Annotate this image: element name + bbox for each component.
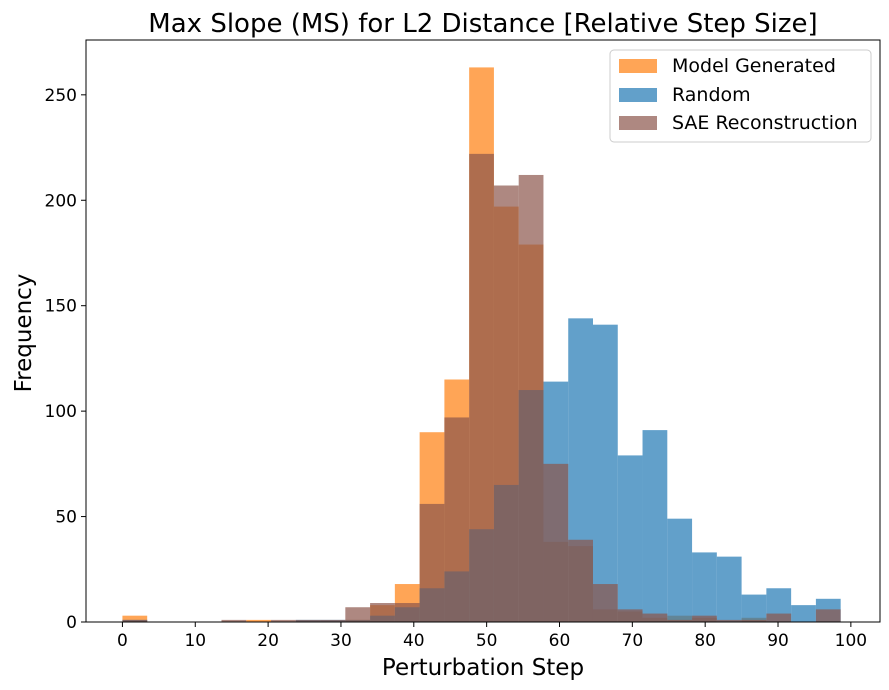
bar-random-27	[791, 605, 816, 622]
legend-frame	[609, 49, 872, 143]
bar-sae-reconstruction-22	[667, 619, 693, 622]
y-tick-label: 100	[45, 402, 77, 422]
bar-random-20	[617, 455, 643, 622]
bar-random-21	[642, 430, 668, 622]
bar-sae-reconstruction-16	[518, 174, 544, 622]
x-tick-label: 80	[694, 631, 716, 651]
bar-sae-reconstruction-28	[815, 609, 841, 622]
bar-sae-reconstruction-21	[642, 613, 668, 622]
bar-random-24	[716, 556, 742, 622]
legend-label-sae-reconstruction: SAE Reconstruction	[672, 112, 858, 134]
bar-sae-reconstruction-14	[469, 153, 494, 622]
bar-sae-reconstruction-12	[419, 503, 445, 622]
bar-sae-reconstruction-9	[345, 607, 371, 622]
plot-frame	[85, 39, 881, 623]
y-axis-ticks: 0 50 100 150 200 250	[45, 86, 86, 633]
legend-label-model-generated: Model Generated	[672, 55, 836, 77]
x-tick-label: 10	[184, 631, 206, 651]
legend: Model Generated Random SAE Reconstructio…	[609, 49, 872, 143]
bar-sae-reconstruction-19	[592, 584, 618, 622]
x-tick-label: 0	[117, 631, 128, 651]
bar-sae-reconstruction-13	[444, 417, 470, 622]
chart-title: Max Slope (MS) for L2 Distance [Relative…	[148, 9, 817, 39]
bar-sae-reconstruction-23	[692, 615, 717, 622]
bar-sae-reconstruction-10	[370, 603, 395, 622]
bar-sae-reconstruction-24	[716, 619, 742, 622]
bar-sae-reconstruction-25	[741, 619, 767, 622]
legend-swatch-sae-reconstruction	[619, 116, 657, 130]
bar-sae-reconstruction-17	[543, 463, 569, 622]
bar-sae-reconstruction-7	[295, 619, 321, 622]
y-tick-label: 50	[55, 508, 77, 528]
bar-sae-reconstruction-15	[493, 185, 519, 622]
x-tick-label: 30	[330, 631, 352, 651]
y-tick-label: 250	[45, 86, 77, 106]
legend-label-random: Random	[672, 84, 751, 106]
x-tick-label: 70	[622, 631, 644, 651]
bar-random-22	[667, 518, 693, 622]
y-tick-label: 150	[45, 297, 77, 317]
y-tick-label: 0	[66, 613, 77, 633]
legend-swatch-random	[619, 88, 657, 102]
bar-sae-reconstruction-20	[617, 609, 643, 622]
bar-random-19	[592, 324, 618, 622]
x-axis-label: Perturbation Step	[382, 655, 584, 681]
x-tick-label: 50	[476, 631, 498, 651]
x-tick-label: 60	[549, 631, 571, 651]
bar-model-generated-0	[122, 615, 148, 622]
bar-sae-reconstruction-4	[221, 619, 247, 622]
bar-model-generated-5	[246, 619, 272, 622]
bar-random-25	[741, 594, 767, 622]
bar-random-23	[692, 552, 717, 622]
y-axis-label: Frequency	[11, 274, 37, 393]
x-tick-label: 90	[767, 631, 789, 651]
bar-sae-reconstruction-18	[568, 539, 593, 622]
bars-layer	[122, 67, 841, 623]
x-axis-ticks: 0 10 20 30 40 50 60 70 80 90 100	[117, 622, 867, 651]
bar-sae-reconstruction-0	[122, 619, 148, 622]
y-tick-label: 200	[45, 191, 77, 211]
bar-sae-reconstruction-11	[394, 603, 420, 622]
bar-sae-reconstruction-8	[320, 619, 346, 622]
x-tick-label: 100	[835, 631, 867, 651]
legend-swatch-model-generated	[619, 59, 657, 73]
x-tick-label: 20	[257, 631, 279, 651]
bar-sae-reconstruction-26	[766, 613, 792, 622]
bar-sae-reconstruction-6	[271, 619, 296, 622]
x-tick-label: 40	[403, 631, 425, 651]
